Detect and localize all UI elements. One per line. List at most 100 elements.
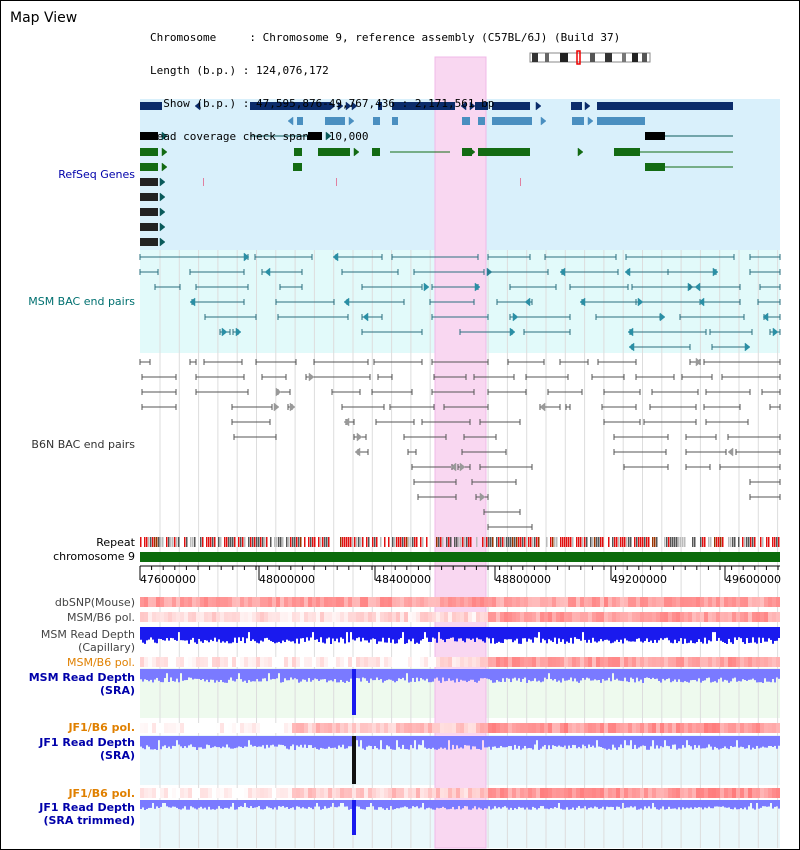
heat-cell — [424, 597, 428, 607]
depth-bar — [336, 669, 338, 683]
heat-cell — [520, 657, 524, 667]
heat-cell — [144, 612, 148, 622]
depth-bar — [576, 669, 578, 682]
depth-bar — [720, 669, 722, 678]
depth-bar — [294, 800, 296, 810]
heat-cell — [236, 788, 240, 798]
repeat-mark — [446, 537, 448, 547]
heat-cell — [444, 612, 448, 622]
heat-cell — [452, 788, 456, 798]
heat-cell — [580, 723, 584, 733]
depth-bar — [500, 669, 502, 683]
bac-end-arrow — [275, 387, 282, 397]
depth-bar — [646, 669, 648, 678]
depth-bar — [722, 669, 724, 682]
depth-bar — [656, 669, 658, 679]
track-label-msm-pol-2[interactable]: MSM/B6 pol. — [67, 656, 135, 669]
depth-bar — [574, 627, 576, 638]
depth-bar — [530, 736, 532, 749]
depth-bar — [566, 627, 568, 642]
depth-bar — [714, 736, 716, 747]
heat-cell — [264, 723, 268, 733]
depth-bar — [648, 627, 650, 643]
depth-bar — [260, 800, 262, 810]
depth-bar — [474, 627, 476, 642]
depth-bar — [442, 669, 444, 678]
heat-cell — [312, 612, 316, 622]
depth-bar — [588, 627, 590, 640]
track-label-msm-pol-1[interactable]: MSM/B6 pol. — [67, 611, 135, 624]
heat-cell — [236, 723, 240, 733]
track-label-msm-bac[interactable]: MSM BAC end pairs — [28, 295, 135, 308]
depth-bar — [740, 800, 742, 809]
heat-cell — [400, 723, 404, 733]
track-label-msm-depth-sra-1[interactable]: MSM Read Depth — [28, 671, 135, 684]
repeat-mark — [552, 537, 554, 547]
track-label-dbsnp[interactable]: dbSNP(Mouse) — [54, 596, 135, 609]
depth-bar — [728, 800, 730, 808]
depth-bar — [730, 800, 732, 809]
heat-cell — [544, 597, 548, 607]
depth-bar — [382, 627, 384, 638]
depth-bar — [562, 736, 564, 748]
depth-bar — [342, 669, 344, 682]
bac-end-arrow — [772, 327, 779, 337]
track-label-jf1-depth-sra-1[interactable]: JF1 Read Depth — [39, 736, 135, 749]
repeat-mark — [484, 537, 486, 547]
heat-cell — [260, 657, 264, 667]
depth-bar — [768, 736, 770, 746]
depth-bar — [658, 736, 660, 749]
heat-cell — [568, 612, 572, 622]
heat-cell — [172, 597, 176, 607]
depth-bar — [772, 736, 774, 747]
depth-bar — [432, 800, 434, 810]
depth-bar — [398, 800, 400, 809]
track-label-chromosome[interactable]: chromosome 9 — [53, 550, 135, 563]
depth-bar — [648, 736, 650, 750]
depth-bar — [738, 627, 740, 638]
track-label-refseq[interactable]: RefSeq Genes — [58, 168, 135, 181]
heat-cell — [656, 597, 660, 607]
track-label-b6n-bac[interactable]: B6N BAC end pairs — [31, 438, 135, 451]
depth-bar — [420, 800, 422, 808]
repeat-mark — [436, 537, 438, 547]
depth-bar — [414, 736, 416, 741]
depth-bar — [770, 800, 772, 803]
depth-bar — [524, 736, 526, 746]
depth-bar — [448, 669, 450, 679]
heat-cell — [352, 597, 356, 607]
depth-bar — [428, 800, 430, 808]
depth-bar — [356, 669, 358, 679]
depth-bar — [472, 800, 474, 809]
repeat-mark — [358, 537, 360, 547]
heat-cell — [556, 612, 560, 622]
gene-exon — [462, 148, 472, 156]
depth-bar — [204, 669, 206, 682]
depth-bar — [396, 669, 398, 682]
depth-bar — [758, 669, 760, 683]
depth-bar — [376, 627, 378, 644]
track-label-jf1-pol-1[interactable]: JF1/B6 pol. — [68, 721, 135, 734]
axis-tick-label: 48000000 — [259, 573, 315, 586]
depth-bar — [218, 800, 220, 807]
depth-bar — [762, 736, 764, 747]
heat-cell — [760, 657, 764, 667]
heat-cell — [432, 597, 436, 607]
depth-bar — [532, 736, 534, 750]
track-label-repeat[interactable]: Repeat — [96, 536, 135, 549]
heat-cell — [536, 597, 540, 607]
depth-bar — [356, 736, 358, 741]
track-label-jf1-pol-2[interactable]: JF1/B6 pol. — [68, 787, 135, 800]
track-label-msm-depth-cap-1[interactable]: MSM Read Depth — [40, 628, 135, 641]
heat-cell — [344, 723, 348, 733]
depth-bar — [178, 800, 180, 810]
track-label-jf1-depth-trim-1[interactable]: JF1 Read Depth — [39, 801, 135, 814]
heat-cell — [676, 612, 680, 622]
depth-bar — [360, 627, 362, 642]
heat-cell — [520, 612, 524, 622]
depth-bar — [434, 627, 436, 639]
heat-cell — [300, 597, 304, 607]
heat-cell — [616, 597, 620, 607]
depth-bar — [420, 669, 422, 679]
heat-cell — [168, 657, 172, 667]
